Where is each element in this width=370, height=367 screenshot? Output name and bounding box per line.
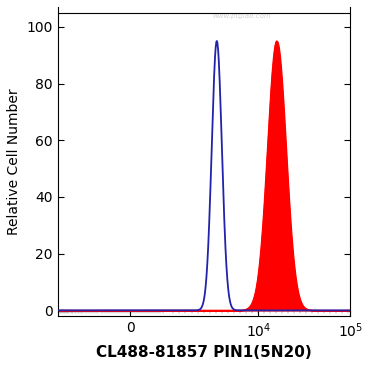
Text: www.ptglab.com: www.ptglab.com — [213, 13, 272, 19]
X-axis label: CL488-81857 PIN1(5N20): CL488-81857 PIN1(5N20) — [96, 345, 312, 360]
Y-axis label: Relative Cell Number: Relative Cell Number — [7, 88, 21, 235]
